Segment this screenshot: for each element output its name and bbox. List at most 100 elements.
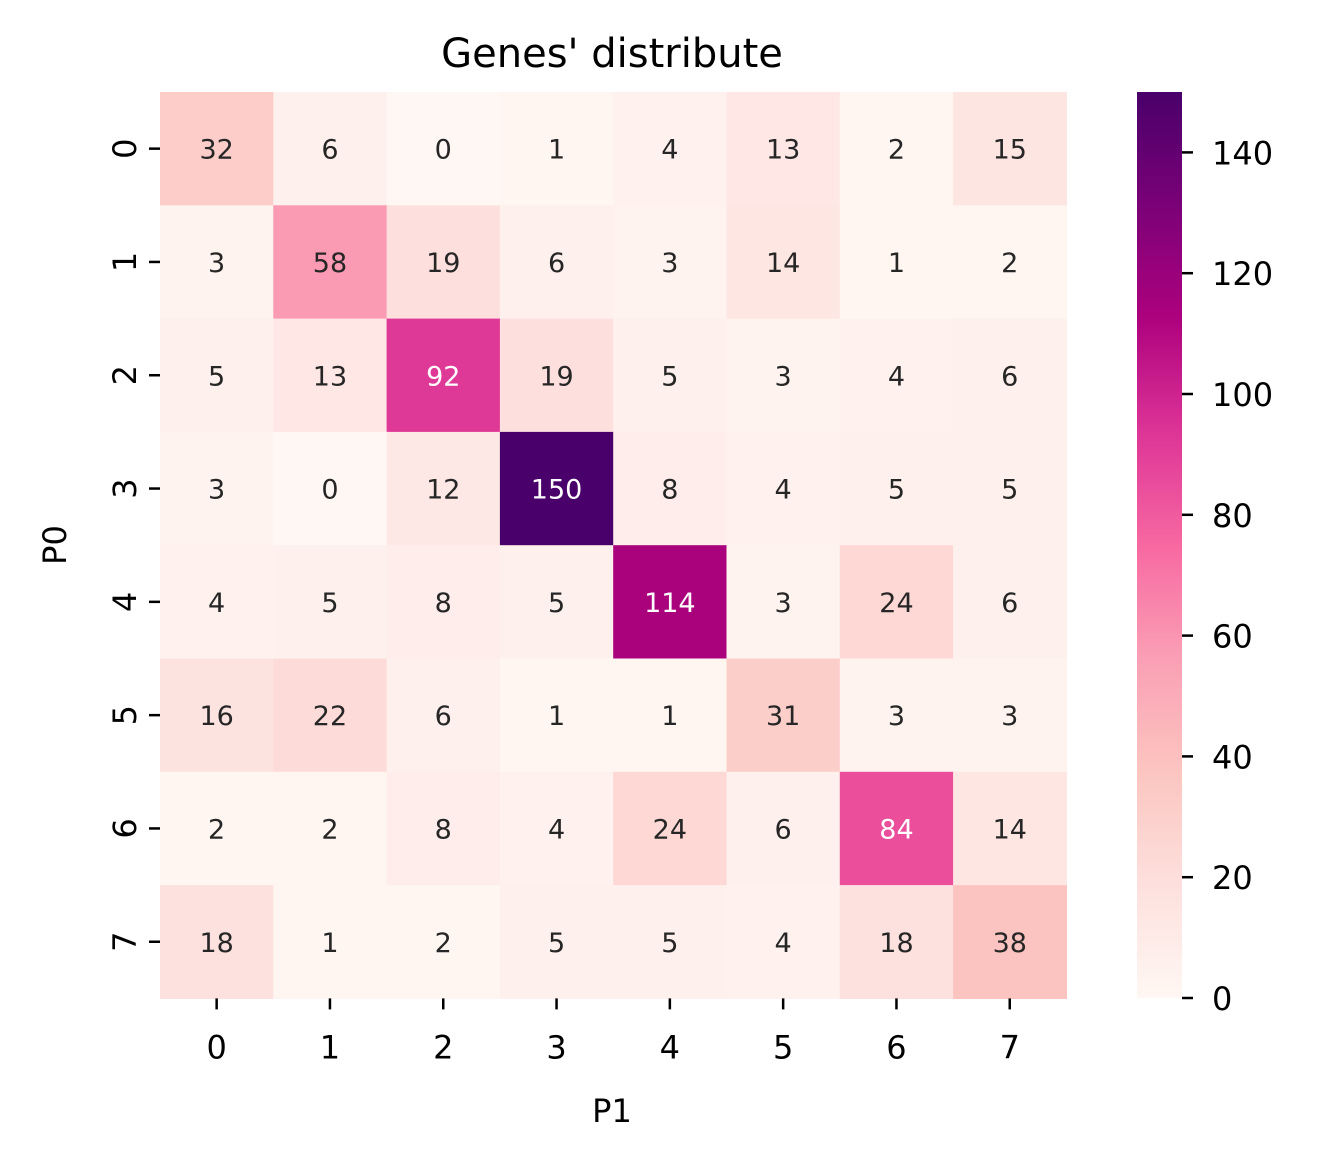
cell-value-label: 19 bbox=[539, 361, 573, 392]
cell-value-label: 31 bbox=[766, 701, 800, 732]
heatmap-cell bbox=[273, 92, 388, 206]
cell-value-label: 6 bbox=[435, 701, 452, 732]
x-tick-label: 1 bbox=[320, 1028, 340, 1066]
heatmap-cell bbox=[613, 545, 728, 660]
heatmap-cell bbox=[160, 92, 274, 206]
heatmap-cell bbox=[839, 771, 954, 886]
cell-value-label: 5 bbox=[661, 361, 678, 392]
cell-value-label: 3 bbox=[208, 475, 225, 506]
cell-value-label: 2 bbox=[321, 814, 338, 845]
cell-value-label: 2 bbox=[208, 814, 225, 845]
cell-value-label: 1 bbox=[661, 701, 678, 732]
cell-value-label: 24 bbox=[879, 588, 913, 619]
cell-value-label: 2 bbox=[435, 928, 452, 959]
cell-value-label: 150 bbox=[531, 475, 583, 506]
heatmap-cell bbox=[386, 92, 501, 206]
cell-value-label: 1 bbox=[548, 135, 565, 166]
colorbar-tick-label: 80 bbox=[1212, 497, 1253, 535]
heatmap-cell bbox=[839, 658, 954, 773]
x-tick-label: 5 bbox=[773, 1028, 793, 1066]
heatmap-cell bbox=[273, 431, 388, 546]
x-tick-label: 3 bbox=[546, 1028, 566, 1066]
cell-value-label: 8 bbox=[435, 588, 452, 619]
colorbar-tick-label: 40 bbox=[1212, 738, 1253, 776]
heatmap-cell bbox=[160, 545, 274, 660]
cell-value-label: 6 bbox=[548, 248, 565, 279]
heatmap-cell bbox=[499, 885, 614, 999]
heatmap-cell bbox=[160, 205, 274, 320]
cell-value-label: 32 bbox=[199, 135, 233, 166]
cell-value-label: 4 bbox=[888, 361, 905, 392]
heatmap-cell bbox=[613, 771, 728, 886]
cell-value-label: 3 bbox=[1001, 701, 1018, 732]
heatmap-cell bbox=[953, 205, 1067, 320]
cell-value-label: 84 bbox=[879, 814, 913, 845]
heatmap-cell bbox=[726, 318, 841, 433]
heatmap-cell bbox=[386, 318, 501, 433]
heatmap-cell bbox=[386, 205, 501, 320]
heatmap-cell bbox=[160, 771, 274, 886]
heatmap-cell bbox=[613, 658, 728, 773]
cell-value-label: 18 bbox=[199, 928, 233, 959]
cell-value-label: 6 bbox=[775, 814, 792, 845]
heatmap-cell bbox=[953, 431, 1067, 546]
x-axis-label: P1 bbox=[592, 1092, 632, 1130]
heatmap-cell bbox=[613, 885, 728, 999]
cell-value-label: 6 bbox=[321, 135, 338, 166]
heatmap-cell bbox=[160, 431, 274, 546]
heatmap-cell bbox=[839, 205, 954, 320]
heatmap-cell bbox=[726, 545, 841, 660]
heatmap-cell bbox=[953, 545, 1067, 660]
cell-value-label: 22 bbox=[313, 701, 347, 732]
cell-value-label: 92 bbox=[426, 361, 460, 392]
cell-value-label: 12 bbox=[426, 475, 460, 506]
cell-value-label: 0 bbox=[321, 475, 338, 506]
heatmap-cell bbox=[953, 318, 1067, 433]
heatmap-cell bbox=[953, 92, 1067, 206]
y-tick-label: 3 bbox=[106, 478, 144, 498]
cell-value-label: 5 bbox=[661, 928, 678, 959]
cell-value-label: 0 bbox=[435, 135, 452, 166]
heatmap-cell bbox=[726, 431, 841, 546]
heatmap-cell bbox=[613, 431, 728, 546]
heatmap-cell bbox=[726, 92, 841, 206]
colorbar-tick-label: 0 bbox=[1212, 980, 1232, 1018]
x-tick-label: 4 bbox=[660, 1028, 680, 1066]
cell-value-label: 4 bbox=[661, 135, 678, 166]
y-axis-label: P0 bbox=[36, 525, 74, 565]
x-axis-ticks: 0 1 2 3 4 5 6 7 bbox=[206, 998, 1020, 1066]
heatmap-cell bbox=[499, 318, 614, 433]
cell-value-label: 5 bbox=[208, 361, 225, 392]
heatmap-cell bbox=[160, 885, 274, 999]
cell-value-label: 2 bbox=[1001, 248, 1018, 279]
heatmap-cell bbox=[273, 771, 388, 886]
y-tick-label: 0 bbox=[106, 138, 144, 158]
heatmap-cell bbox=[613, 92, 728, 206]
cell-value-label: 5 bbox=[321, 588, 338, 619]
heatmap-cells: 32 6 0 1 4 13 2 153 58 19 6 3 14 1 25 13 92 19 5 3 4 63 0 12 150… bbox=[160, 92, 1067, 999]
cell-value-label: 4 bbox=[775, 475, 792, 506]
cell-value-label: 3 bbox=[661, 248, 678, 279]
heatmap-cell bbox=[839, 431, 954, 546]
y-tick-label: 4 bbox=[106, 592, 144, 612]
heatmap-cell bbox=[839, 92, 954, 206]
cell-value-label: 14 bbox=[766, 248, 800, 279]
heatmap-cell bbox=[386, 545, 501, 660]
heatmap-cell bbox=[726, 885, 841, 999]
cell-value-label: 58 bbox=[313, 248, 347, 279]
heatmap-cell bbox=[726, 658, 841, 773]
cell-value-label: 1 bbox=[321, 928, 338, 959]
colorbar-tick-label: 60 bbox=[1212, 618, 1253, 656]
colorbar-tick-label: 20 bbox=[1212, 859, 1253, 897]
heatmap-cell bbox=[613, 318, 728, 433]
cell-value-label: 4 bbox=[208, 588, 225, 619]
heatmap-cell bbox=[953, 771, 1067, 886]
cell-value-label: 6 bbox=[1001, 361, 1018, 392]
y-tick-label: 5 bbox=[106, 705, 144, 725]
cell-value-label: 18 bbox=[879, 928, 913, 959]
heatmap-cell bbox=[613, 205, 728, 320]
heatmap-cell bbox=[499, 205, 614, 320]
cell-value-label: 4 bbox=[548, 814, 565, 845]
cell-value-label: 5 bbox=[1001, 475, 1018, 506]
